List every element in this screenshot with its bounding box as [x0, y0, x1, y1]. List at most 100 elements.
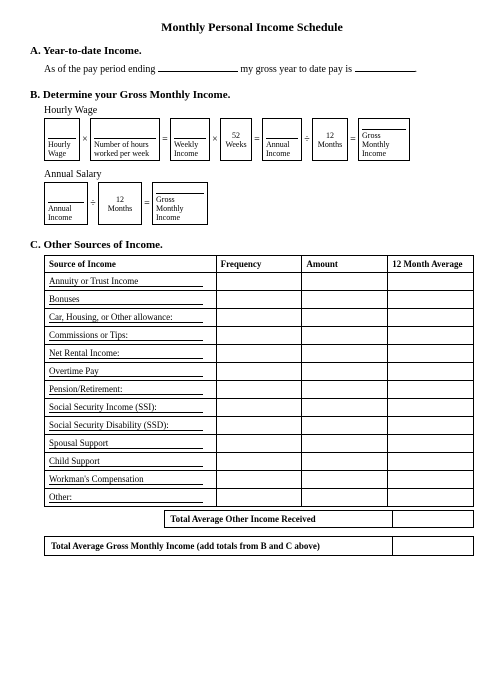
ytd-text-1: As of the pay period ending: [44, 64, 155, 75]
income-table: Source of Income Frequency Amount 12 Mon…: [44, 255, 474, 507]
avg-cell[interactable]: [388, 345, 474, 363]
table-row: Net Rental Income:: [45, 345, 474, 363]
weekly-income-box[interactable]: Weekly Income: [170, 118, 210, 161]
gross-monthly-box-1[interactable]: Gross Monthly Income: [358, 118, 410, 161]
source-cell: Car, Housing, or Other allowance:: [45, 309, 217, 327]
col-freq: Frequency: [216, 256, 302, 273]
op-times-1: ×: [80, 118, 90, 161]
grand-total-row: Total Average Gross Monthly Income (add …: [44, 536, 474, 556]
annual-salary-label: Annual Salary: [44, 169, 474, 180]
hourly-wage-label: Hourly Wage: [44, 105, 474, 116]
op-times-2: ×: [210, 118, 220, 161]
section-a-text: As of the pay period ending my gross yea…: [44, 61, 474, 75]
annual-income-box-2[interactable]: Annual Income: [44, 182, 88, 225]
weeks-box: 52 Weeks: [220, 118, 252, 161]
amount-cell[interactable]: [302, 327, 388, 345]
amount-cell[interactable]: [302, 417, 388, 435]
op-div-1: ÷: [302, 118, 312, 161]
annual-calc-row: Annual Income ÷ 12 Months = Gross Monthl…: [44, 182, 474, 225]
section-b-head: B. Determine your Gross Monthly Income.: [30, 89, 474, 101]
amount-cell[interactable]: [302, 489, 388, 507]
table-row: Spousal Support: [45, 435, 474, 453]
freq-cell[interactable]: [216, 435, 302, 453]
avg-cell[interactable]: [388, 471, 474, 489]
amount-cell[interactable]: [302, 345, 388, 363]
table-row: Commissions or Tips:: [45, 327, 474, 345]
amount-cell[interactable]: [302, 363, 388, 381]
freq-cell[interactable]: [216, 345, 302, 363]
amount-cell[interactable]: [302, 435, 388, 453]
source-cell: Social Security Income (SSI):: [45, 399, 217, 417]
amount-cell[interactable]: [302, 309, 388, 327]
freq-cell[interactable]: [216, 417, 302, 435]
ytd-text-2: my gross year to date pay is: [240, 64, 352, 75]
grand-total-label: Total Average Gross Monthly Income (add …: [51, 541, 392, 551]
source-cell: Overtime Pay: [45, 363, 217, 381]
table-row: Pension/Retirement:: [45, 381, 474, 399]
page-title: Monthly Personal Income Schedule: [30, 20, 474, 35]
freq-cell[interactable]: [216, 471, 302, 489]
freq-cell[interactable]: [216, 363, 302, 381]
freq-cell[interactable]: [216, 309, 302, 327]
table-row: Social Security Disability (SSD):: [45, 417, 474, 435]
avg-cell[interactable]: [388, 363, 474, 381]
avg-cell[interactable]: [388, 273, 474, 291]
source-cell: Social Security Disability (SSD):: [45, 417, 217, 435]
op-eq-1: =: [160, 118, 170, 161]
section-c-head: C. Other Sources of Income.: [30, 239, 474, 251]
avg-cell[interactable]: [388, 489, 474, 507]
table-row: Workman's Compensation: [45, 471, 474, 489]
col-amount: Amount: [302, 256, 388, 273]
avg-cell[interactable]: [388, 453, 474, 471]
annual-income-box-1[interactable]: Annual Income: [262, 118, 302, 161]
op-div-2: ÷: [88, 182, 98, 225]
op-eq-3: =: [348, 118, 358, 161]
table-row: Bonuses: [45, 291, 474, 309]
months-box-1: 12 Months: [312, 118, 348, 161]
avg-cell[interactable]: [388, 435, 474, 453]
freq-cell[interactable]: [216, 291, 302, 309]
op-eq-4: =: [142, 182, 152, 225]
op-eq-2: =: [252, 118, 262, 161]
ytd-pay-blank[interactable]: [355, 61, 415, 72]
gross-monthly-box-2[interactable]: Gross Monthly Income: [152, 182, 208, 225]
source-cell: Net Rental Income:: [45, 345, 217, 363]
source-cell: Spousal Support: [45, 435, 217, 453]
freq-cell[interactable]: [216, 453, 302, 471]
total-other-label: Total Average Other Income Received: [164, 510, 393, 528]
avg-cell[interactable]: [388, 417, 474, 435]
avg-cell[interactable]: [388, 381, 474, 399]
grand-total-cell[interactable]: [392, 537, 473, 555]
amount-cell[interactable]: [302, 381, 388, 399]
avg-cell[interactable]: [388, 309, 474, 327]
section-a-head: A. Year-to-date Income.: [30, 45, 474, 57]
source-cell: Child Support: [45, 453, 217, 471]
amount-cell[interactable]: [302, 453, 388, 471]
table-row: Child Support: [45, 453, 474, 471]
freq-cell[interactable]: [216, 489, 302, 507]
col-avg: 12 Month Average: [388, 256, 474, 273]
total-other-cell[interactable]: [393, 510, 474, 528]
table-row: Overtime Pay: [45, 363, 474, 381]
freq-cell[interactable]: [216, 381, 302, 399]
source-cell: Annuity or Trust Income: [45, 273, 217, 291]
amount-cell[interactable]: [302, 273, 388, 291]
table-row: Annuity or Trust Income: [45, 273, 474, 291]
source-cell: Pension/Retirement:: [45, 381, 217, 399]
hours-box[interactable]: Number of hours worked per week: [90, 118, 160, 161]
avg-cell[interactable]: [388, 327, 474, 345]
amount-cell[interactable]: [302, 471, 388, 489]
avg-cell[interactable]: [388, 291, 474, 309]
hourly-wage-box[interactable]: Hourly Wage: [44, 118, 80, 161]
freq-cell[interactable]: [216, 327, 302, 345]
avg-cell[interactable]: [388, 399, 474, 417]
source-cell: Bonuses: [45, 291, 217, 309]
table-row: Social Security Income (SSI):: [45, 399, 474, 417]
freq-cell[interactable]: [216, 399, 302, 417]
source-cell: Commissions or Tips:: [45, 327, 217, 345]
amount-cell[interactable]: [302, 399, 388, 417]
amount-cell[interactable]: [302, 291, 388, 309]
pay-period-blank[interactable]: [158, 61, 238, 72]
freq-cell[interactable]: [216, 273, 302, 291]
source-cell: Other:: [45, 489, 217, 507]
